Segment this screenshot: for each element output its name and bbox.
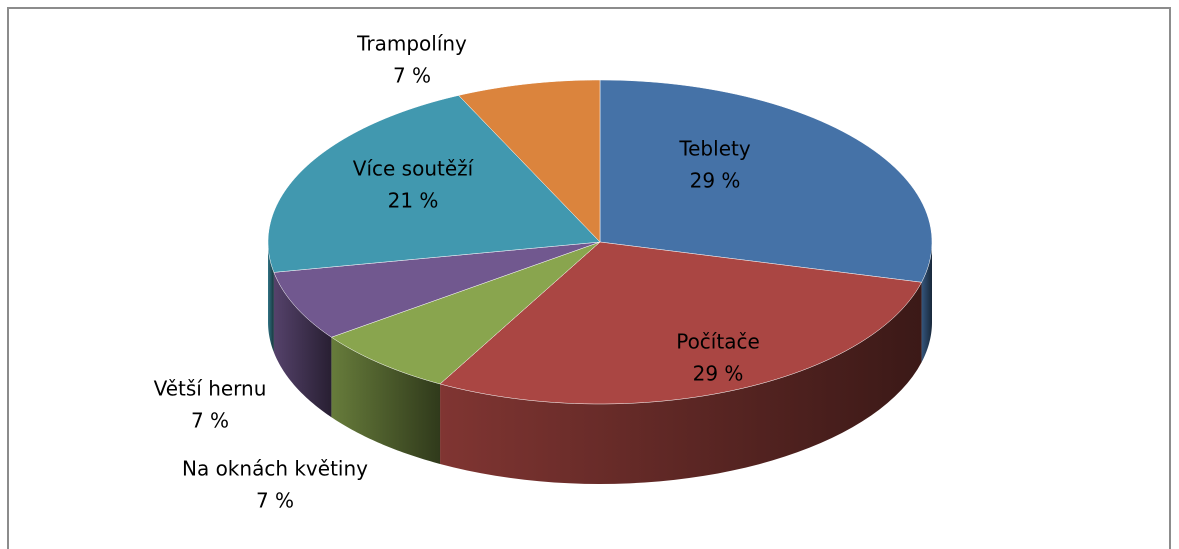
slice-side [331, 337, 441, 464]
slice-side [268, 242, 274, 353]
slice-value-label: 7 % [393, 64, 431, 88]
slice-value-label: 7 % [191, 409, 229, 433]
slice-value-label: 21 % [388, 189, 439, 213]
slice [267, 95, 601, 273]
slice [330, 241, 601, 385]
slice [273, 241, 601, 338]
slice-value-label: 7 % [256, 489, 294, 513]
slice-side [921, 242, 932, 363]
slice-label: Počítače [676, 330, 760, 354]
slice-label: Trampolíny [356, 32, 467, 56]
slice [439, 241, 922, 405]
slice-label: Teblety [678, 137, 751, 161]
slice-side [440, 282, 922, 484]
slice-label: Na oknách květiny [182, 457, 368, 481]
slice [599, 79, 933, 283]
chart-frame [7, 7, 1171, 549]
slice-value-label: 29 % [693, 362, 744, 386]
slice-label: Větší hernu [154, 377, 267, 401]
slice-value-label: 29 % [690, 169, 741, 193]
slice-side [273, 272, 332, 418]
slice [458, 79, 601, 243]
slice-label: Více soutěží [353, 157, 475, 181]
